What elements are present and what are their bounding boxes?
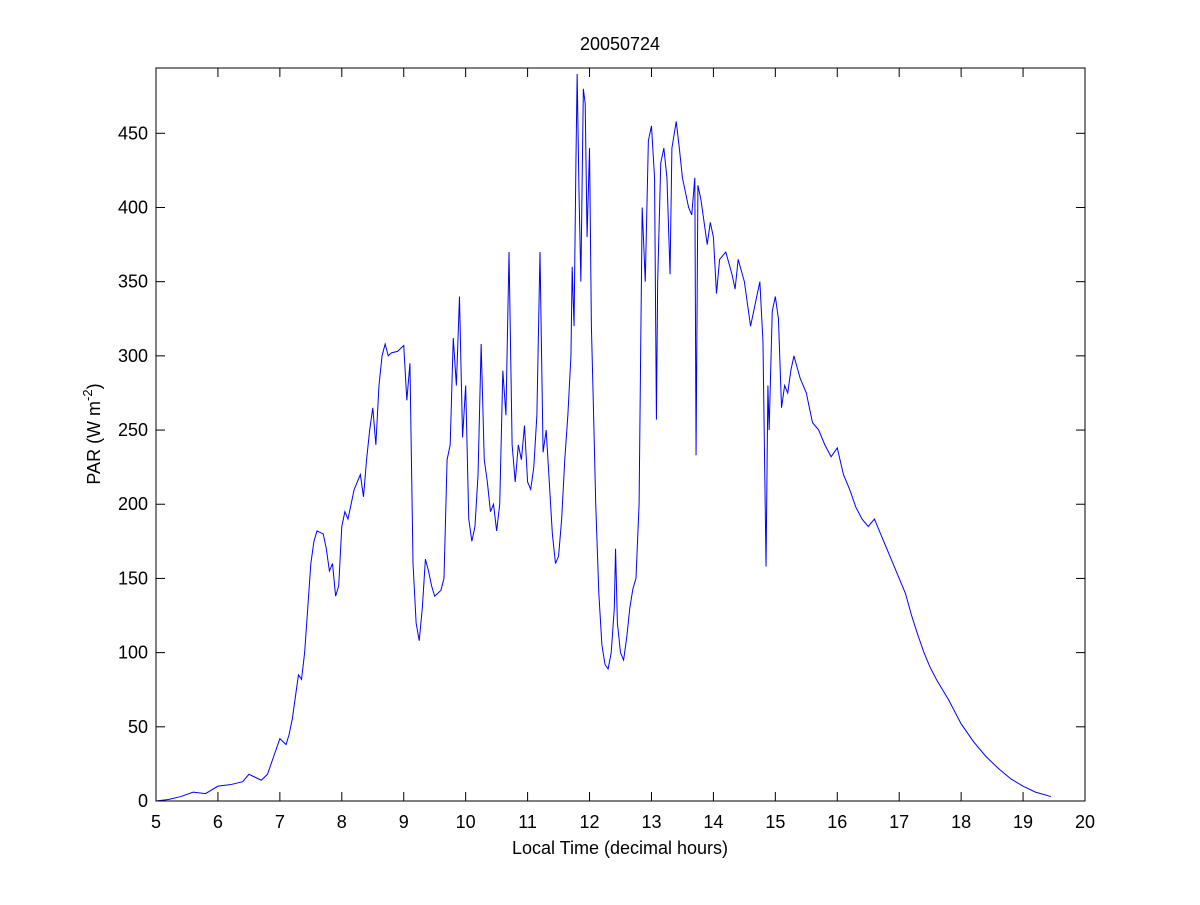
y-label-text: ) bbox=[84, 383, 104, 389]
y-tick-label: 250 bbox=[118, 420, 148, 440]
y-label-superscript: -2 bbox=[80, 389, 95, 401]
y-tick-label: 200 bbox=[118, 494, 148, 514]
y-tick-label: 100 bbox=[118, 643, 148, 663]
x-tick-label: 18 bbox=[951, 812, 971, 832]
x-axis-label: Local Time (decimal hours) bbox=[512, 838, 728, 858]
y-tick-label: 300 bbox=[118, 346, 148, 366]
x-tick-label: 15 bbox=[765, 812, 785, 832]
chart-title: 20050724 bbox=[580, 34, 660, 54]
y-tick-label: 150 bbox=[118, 568, 148, 588]
x-tick-label: 10 bbox=[456, 812, 476, 832]
y-tick-label: 350 bbox=[118, 272, 148, 292]
x-tick-label: 19 bbox=[1013, 812, 1033, 832]
y-tick-label: 400 bbox=[118, 197, 148, 217]
x-tick-label: 16 bbox=[827, 812, 847, 832]
y-tick-label: 50 bbox=[128, 717, 148, 737]
plot-frame bbox=[155, 67, 1086, 802]
x-tick-label: 17 bbox=[889, 812, 909, 832]
x-tick-label: 13 bbox=[641, 812, 661, 832]
x-tick-label: 8 bbox=[337, 812, 347, 832]
y-label-text: PAR (W m bbox=[84, 401, 104, 485]
x-tick-label: 6 bbox=[213, 812, 223, 832]
x-tick-label: 14 bbox=[703, 812, 723, 832]
y-tick-label: 0 bbox=[138, 791, 148, 811]
y-axis-label: PAR (W m-2) bbox=[80, 383, 104, 484]
x-tick-label: 20 bbox=[1075, 812, 1095, 832]
x-tick-label: 7 bbox=[275, 812, 285, 832]
x-tick-label: 9 bbox=[399, 812, 409, 832]
data-line bbox=[155, 73, 1052, 802]
y-tick-label: 450 bbox=[118, 123, 148, 143]
x-tick-label: 5 bbox=[151, 812, 161, 832]
x-tick-label: 12 bbox=[580, 812, 600, 832]
x-tick-label: 11 bbox=[518, 812, 537, 832]
